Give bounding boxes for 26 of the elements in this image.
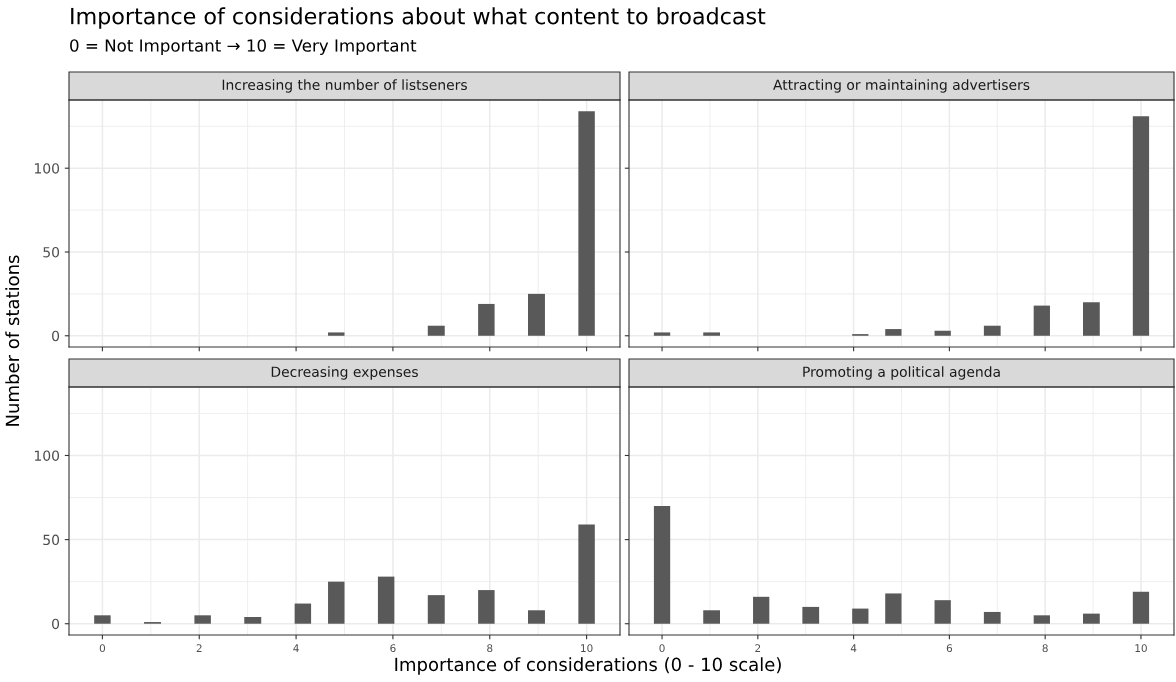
x-tick-label: 2 [755,644,761,652]
chart-title: Promoting a political agenda [803,366,1000,380]
x-tick-label: 6 [946,644,953,653]
chart-title: Attracting or maintaining advertisers [773,79,1030,93]
x-tick-label: 8 [1042,644,1048,653]
y-tick-label: 100 [34,163,60,174]
text: 0 = Not Important → 10 = Very Important [70,39,417,56]
x-tick-label: 2 [196,644,202,652]
y-tick-label: 50 [43,246,60,258]
text: Importance of considerations about what content to broadcast [71,7,766,29]
y-tick-label: 50 [43,534,60,546]
chart-title: Increasing the number of listseners [222,79,467,93]
x-tick-label: 0 [659,644,665,653]
y-tick-label: 0 [52,330,60,342]
y-tick-label: 100 [34,450,60,461]
x-tick-label: 4 [850,644,857,652]
x-tick-label: 8 [487,644,493,653]
x-tick-label: 4 [293,644,299,652]
x-tick-label: 0 [99,644,106,653]
x-tick-label: 6 [390,644,396,653]
y-tick-label: 0 [52,618,60,630]
x-axis-title: Importance of considerations (0 - 10 scale) [395,657,781,675]
y-axis-title: Number of stations [5,255,20,426]
x-tick-label: 10 [581,644,593,653]
chart-title: Decreasing expenses [271,366,418,380]
x-tick-label: 10 [1135,644,1147,653]
